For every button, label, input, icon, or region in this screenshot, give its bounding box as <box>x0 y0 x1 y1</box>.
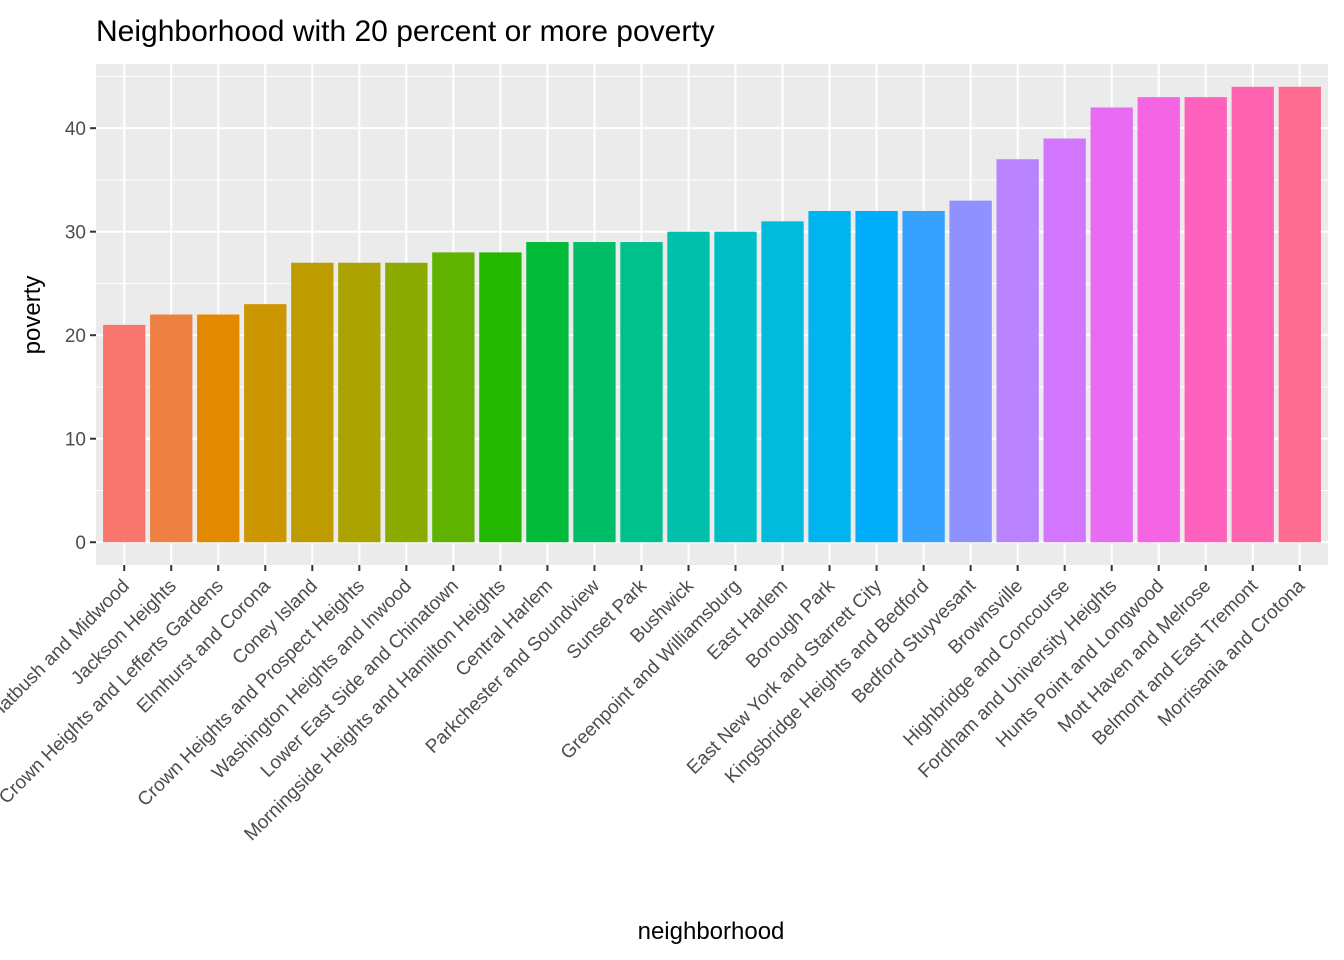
bar <box>1231 86 1274 543</box>
y-tick-label: 30 <box>65 223 86 244</box>
bar <box>1184 97 1227 543</box>
bar <box>338 262 381 543</box>
bar <box>291 262 334 543</box>
y-axis: 0 10 20 30 40 <box>65 119 96 554</box>
bar <box>808 210 851 543</box>
x-tick-label: Crown Heights and Lefferts Gardens <box>0 576 228 809</box>
bar <box>526 242 569 543</box>
bar <box>714 231 757 543</box>
bar <box>1090 107 1133 543</box>
y-tick-label: 20 <box>65 326 86 347</box>
y-tick-label: 0 <box>75 533 86 554</box>
bar <box>855 210 898 543</box>
bar <box>1043 138 1086 543</box>
bar <box>902 210 945 543</box>
bar <box>573 242 616 543</box>
bar <box>667 231 710 543</box>
bar <box>996 159 1039 543</box>
y-axis-title: poverty <box>19 276 46 355</box>
chart-title: Neighborhood with 20 percent or more pov… <box>96 15 715 48</box>
bar <box>620 242 663 543</box>
bar <box>385 262 428 543</box>
y-tick-label: 40 <box>65 119 86 140</box>
bar <box>103 324 146 543</box>
bar <box>432 252 475 543</box>
bar <box>244 304 287 543</box>
bar <box>761 221 804 543</box>
bar <box>1137 97 1180 543</box>
bar <box>949 200 992 543</box>
bar <box>150 314 193 543</box>
bar <box>197 314 240 543</box>
x-axis-title: neighborhood <box>638 918 785 945</box>
y-tick-label: 10 <box>65 430 86 451</box>
bar <box>479 252 522 543</box>
bars-group <box>103 86 1321 543</box>
bar <box>1278 86 1321 543</box>
